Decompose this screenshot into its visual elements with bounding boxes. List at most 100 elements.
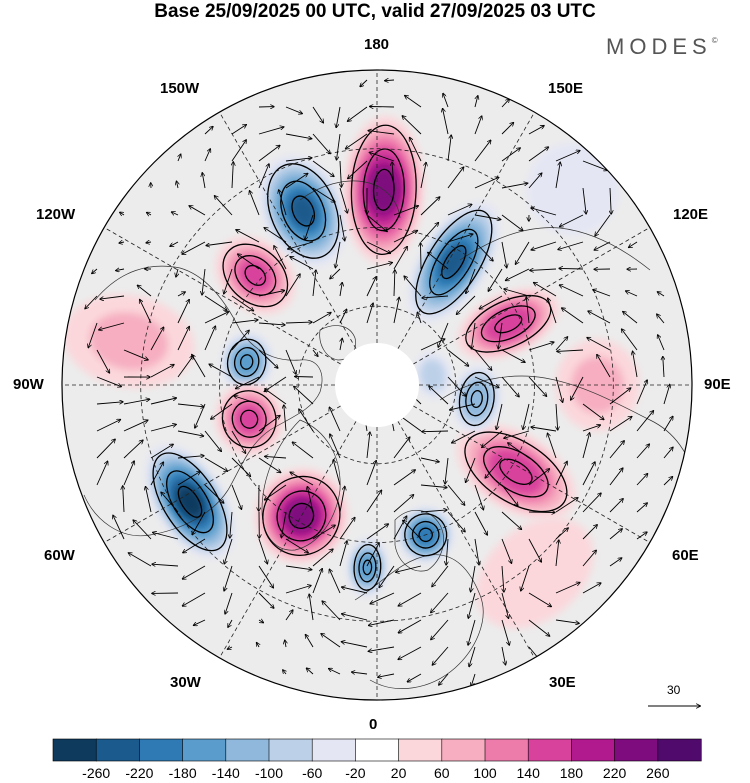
lon-label-90w: 90W (13, 376, 44, 393)
colorbar-swatch (398, 738, 443, 762)
wind-vector (466, 457, 476, 482)
wind-vector (582, 583, 601, 594)
coastline-layer (83, 180, 692, 689)
wind-vector (407, 673, 422, 682)
wind-vector (88, 322, 98, 348)
wind-vector (177, 292, 185, 297)
wind-vector (501, 183, 528, 189)
meridian-line (103, 227, 378, 386)
wind-vector (312, 187, 335, 202)
wind-vector (623, 312, 638, 324)
wind-vector (189, 206, 206, 216)
wind-vector (469, 646, 476, 667)
wind-vector (582, 187, 586, 214)
wind-vector (231, 330, 249, 351)
wind-vector (172, 212, 179, 215)
height-contour (458, 371, 495, 427)
wind-vector (96, 349, 109, 373)
wind-vector (123, 420, 148, 432)
anomaly-fill-level (484, 306, 533, 342)
wind-vector (555, 619, 579, 623)
vector-reference-label: 30 (667, 683, 681, 697)
wind-vector (100, 295, 125, 299)
wind-vector (429, 386, 449, 405)
wind-vector (366, 214, 387, 232)
wind-vector (474, 511, 487, 535)
anomaly-fill-level (476, 518, 594, 629)
wind-vector (452, 430, 476, 443)
wind-vector (534, 283, 557, 297)
wind-vector (204, 484, 224, 503)
wind-vector (258, 416, 280, 432)
lon-label-60w: 60W (44, 547, 75, 564)
wind-vector (447, 484, 465, 505)
wind-vector (231, 320, 258, 324)
wind-vector (258, 145, 280, 162)
wind-vector (447, 349, 469, 366)
wind-vector (420, 339, 445, 351)
wind-vector (404, 276, 422, 297)
wind-vector (85, 295, 98, 309)
wind-vector (485, 457, 503, 478)
wind-vector (150, 462, 163, 486)
anomaly-fill-level (419, 359, 446, 392)
wind-vector (177, 456, 204, 459)
wind-vector (202, 268, 206, 295)
wind-vector (501, 511, 521, 529)
wind-vector (231, 125, 246, 135)
wind-vector (366, 241, 390, 253)
wind-vector (369, 619, 395, 625)
wind-vector (528, 469, 549, 486)
colorbar-swatch (571, 738, 616, 762)
wind-vector (420, 457, 439, 462)
wind-vector (474, 538, 479, 565)
wind-vector (504, 289, 530, 297)
meridian-line (219, 111, 378, 386)
wind-vector (501, 619, 509, 645)
wind-vector (342, 614, 368, 621)
wind-vector (204, 312, 229, 324)
wind-vector (588, 311, 611, 324)
wind-vector (209, 364, 233, 378)
wind-vector (370, 592, 395, 604)
wind-vector (528, 126, 544, 135)
wind-vector (123, 461, 134, 486)
contour-neg-100w (226, 338, 267, 386)
wind-vector (312, 106, 323, 123)
modes-logo: MODES© (606, 34, 718, 60)
wind-vector (232, 162, 233, 189)
wind-vector (582, 525, 597, 540)
lon-label-120e: 120E (673, 206, 709, 223)
height-contour (441, 245, 467, 280)
wind-vector (555, 583, 580, 594)
wind-vector (312, 349, 318, 356)
anomaly-pos-40e-outer (476, 518, 594, 629)
wind-vector (146, 487, 152, 513)
wind-vector (228, 647, 233, 649)
wind-vector (393, 247, 407, 270)
wind-vector (329, 407, 341, 432)
wind-vector (528, 342, 554, 351)
wind-vector (663, 477, 673, 486)
wind-vector (558, 241, 584, 250)
colorbar-swatch (441, 738, 486, 762)
wind-vector (202, 173, 206, 189)
wind-vector (150, 424, 176, 432)
wind-vector (370, 107, 395, 108)
anomaly-fill-level (440, 245, 468, 279)
wind-vector (150, 398, 176, 405)
wind-vector (531, 427, 557, 432)
lon-label-120w: 120W (36, 206, 76, 223)
height-contour (415, 209, 493, 315)
anomaly-fill-level (234, 348, 259, 376)
wind-vector (432, 565, 449, 587)
wind-vector (366, 490, 382, 513)
wind-vector (113, 515, 125, 540)
wind-vector (285, 174, 308, 189)
wind-vector (555, 528, 568, 540)
wind-vector (595, 214, 611, 236)
wind-vector (150, 444, 173, 459)
wind-vector (292, 442, 314, 459)
contour-pos-60e (464, 431, 568, 513)
anomaly-pos-75w (215, 383, 284, 456)
